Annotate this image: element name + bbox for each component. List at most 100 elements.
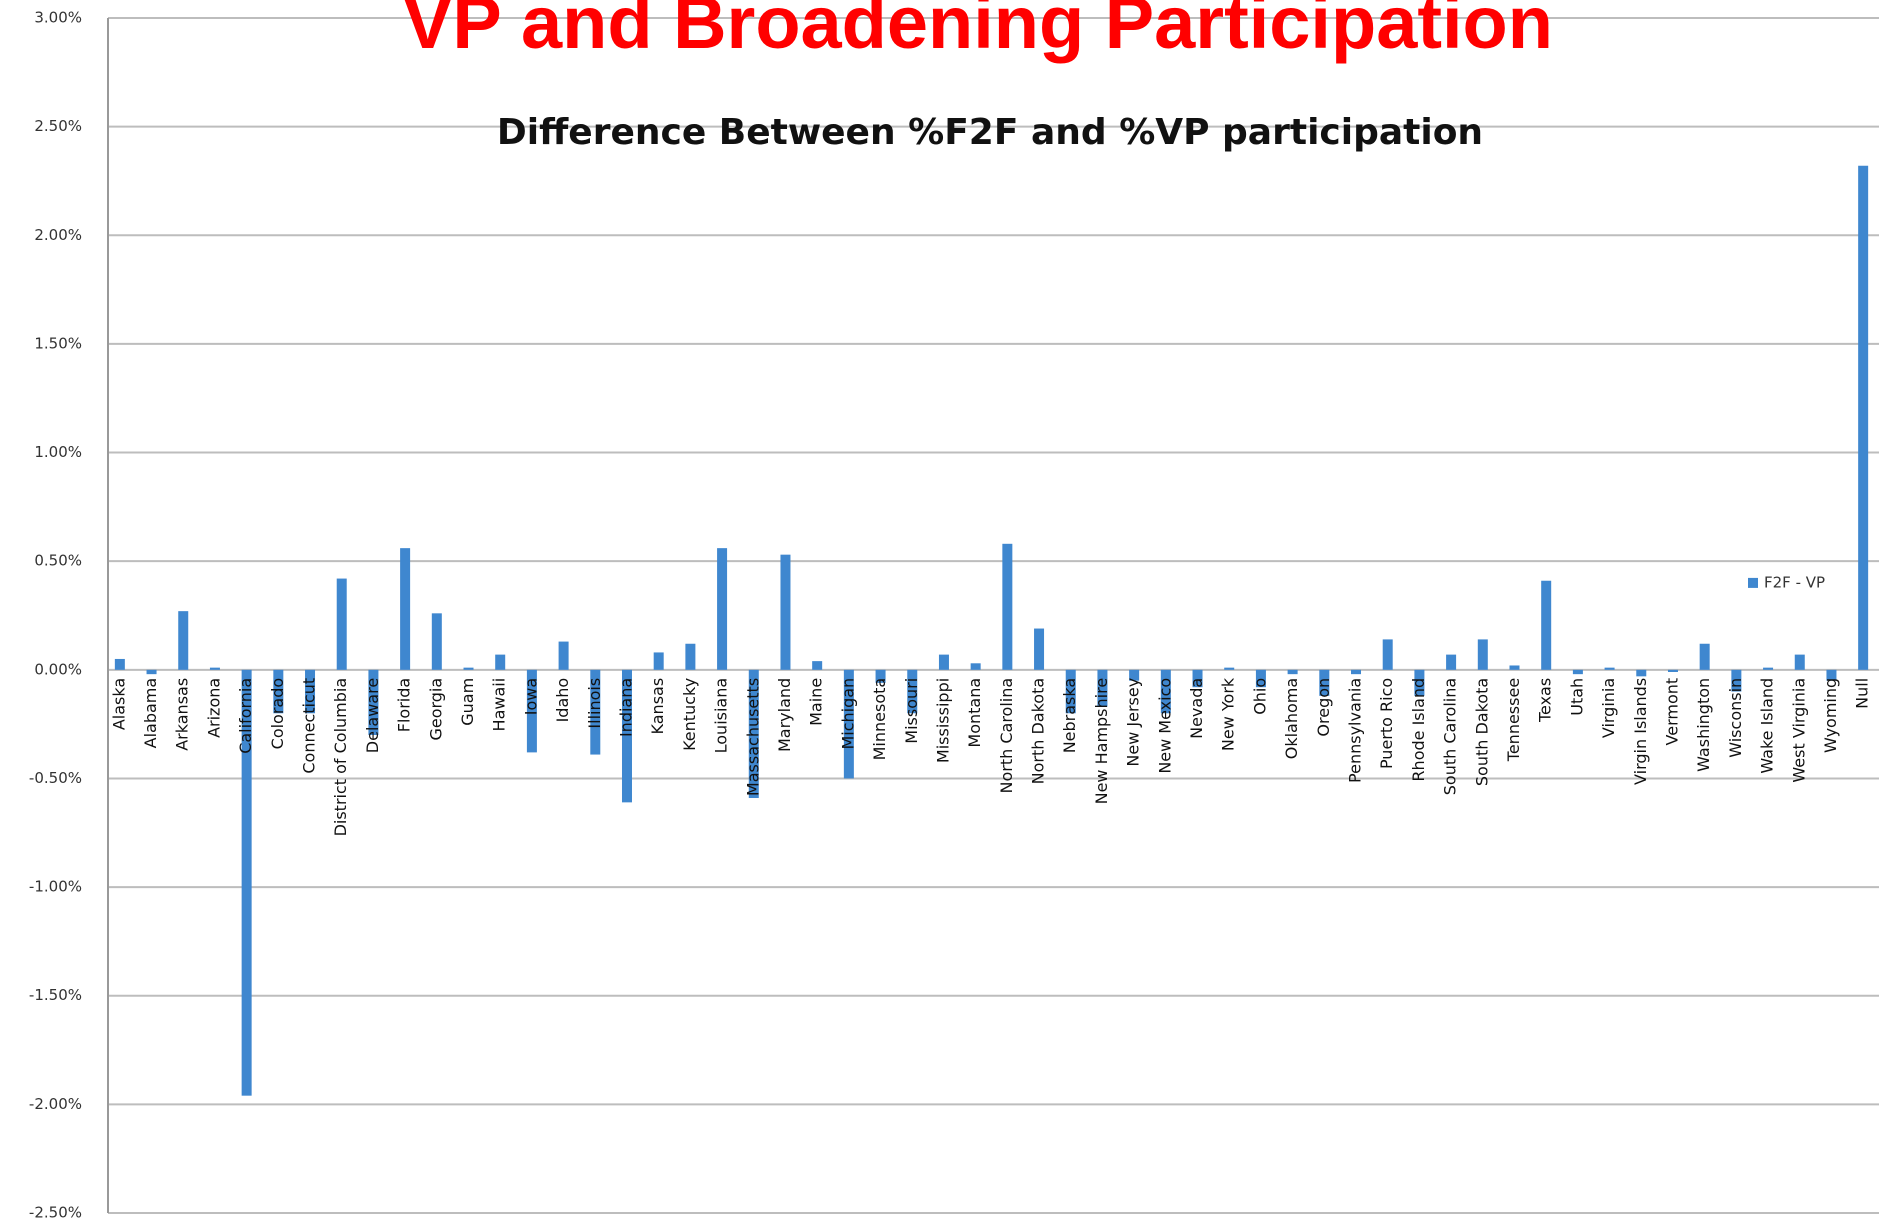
bar	[1446, 654, 1457, 670]
bar	[146, 669, 157, 675]
bar	[685, 643, 696, 670]
bar	[1255, 669, 1266, 688]
x-tick-label: Indiana	[616, 678, 635, 737]
bar	[1192, 669, 1203, 688]
x-tick-label: West Virginia	[1789, 678, 1808, 783]
bar	[812, 661, 823, 670]
x-tick-label: Alaska	[109, 678, 128, 730]
y-tick-label: 0.00%	[34, 660, 82, 678]
x-tick-label: New Hampshire	[1092, 678, 1111, 805]
bar	[463, 667, 474, 670]
x-tick-label: Tennessee	[1504, 678, 1523, 762]
bar	[273, 669, 284, 714]
bar	[1731, 669, 1742, 692]
bar	[970, 663, 981, 670]
bar	[336, 578, 347, 670]
bar	[780, 554, 791, 670]
x-tick-label: Colorado	[268, 678, 287, 750]
bar	[1414, 669, 1425, 696]
x-tick-label: Illinois	[585, 678, 604, 729]
x-tick-label: Massachusetts	[743, 678, 762, 796]
x-tick-label: Maine	[807, 678, 826, 726]
y-tick-label: -0.50%	[29, 769, 82, 787]
y-tick-label: -2.00%	[29, 1095, 82, 1113]
bar	[1034, 628, 1045, 670]
bar	[748, 669, 759, 799]
x-tick-label: New Jersey	[1124, 678, 1143, 767]
bar	[1509, 665, 1520, 670]
x-tick-label: Wyoming	[1821, 678, 1840, 753]
x-tick-label: Louisiana	[712, 678, 731, 754]
bar	[1858, 165, 1869, 670]
bar	[1160, 669, 1171, 714]
x-tick-label: North Dakota	[1029, 678, 1048, 785]
y-tick-label: 1.50%	[34, 334, 82, 352]
bar	[1382, 639, 1393, 670]
bar	[907, 669, 918, 714]
bar	[178, 611, 189, 670]
y-tick-label: 2.00%	[34, 226, 82, 244]
x-tick-label: Virgin Islands	[1631, 678, 1650, 785]
label-layer: -2.50% -2.00% -1.50% -1.00% -0.50% 0.00% 0.50%…	[29, 9, 1872, 1222]
y-tick-label: -2.50%	[29, 1204, 82, 1222]
x-tick-label: Washington	[1694, 678, 1713, 772]
y-tick-label: 2.50%	[34, 117, 82, 135]
bar	[495, 654, 506, 670]
y-tick-label: 0.50%	[34, 552, 82, 570]
x-tick-label: Mississippi	[933, 678, 952, 763]
x-tick-label: Wake Island	[1758, 678, 1777, 774]
legend-label: F2F - VP	[1764, 573, 1825, 591]
bar	[1604, 667, 1615, 670]
x-tick-label: Michigan	[838, 678, 857, 750]
x-tick-label: California	[236, 678, 255, 754]
bar	[653, 652, 664, 670]
x-tick-label: Iowa	[521, 678, 540, 715]
x-tick-label: District of Columbia	[331, 678, 350, 837]
bar	[1572, 669, 1583, 675]
x-tick-label: Utah	[1567, 678, 1586, 716]
bar	[1097, 669, 1108, 707]
bar	[431, 613, 442, 670]
bar	[241, 669, 252, 1096]
bar	[1224, 667, 1235, 670]
x-tick-label: Arkansas	[173, 678, 192, 751]
bar	[558, 641, 569, 670]
bar	[114, 658, 125, 670]
bar	[1541, 580, 1552, 670]
x-tick-label: Missouri	[902, 678, 921, 744]
chart-title: Difference Between %F2F and %VP particip…	[497, 112, 1483, 153]
bar	[1129, 669, 1140, 681]
y-tick-label: 1.00%	[34, 443, 82, 461]
x-tick-label: South Dakota	[1472, 678, 1491, 786]
x-tick-label: Pennsylvania	[1346, 678, 1365, 783]
x-tick-label: Oklahoma	[1282, 678, 1301, 759]
x-tick-label: Alabama	[141, 678, 160, 749]
x-tick-label: Georgia	[426, 678, 445, 741]
x-tick-label: Florida	[395, 678, 414, 732]
bar-layer	[114, 165, 1869, 1096]
bar	[1002, 543, 1013, 670]
x-tick-label: Null	[1853, 678, 1872, 709]
bar	[875, 669, 886, 683]
bar	[1763, 667, 1774, 670]
y-tick-label: 3.00%	[34, 9, 82, 27]
bar	[717, 548, 728, 670]
x-tick-label: Texas	[1536, 678, 1555, 723]
x-tick-label: Puerto Rico	[1377, 678, 1396, 769]
x-tick-label: Maryland	[775, 678, 794, 752]
grid-layer	[108, 17, 1879, 1214]
page-title: VP and Broadening Participation	[403, 0, 1553, 64]
x-tick-label: Kentucky	[680, 678, 699, 751]
bar	[1667, 669, 1678, 672]
x-tick-label: Wisconsin	[1726, 678, 1745, 758]
x-tick-label: Rhode Island	[1409, 678, 1428, 782]
x-tick-label: Nebraska	[1060, 678, 1079, 753]
bar	[1287, 669, 1298, 675]
x-tick-label: New York	[1219, 677, 1238, 751]
bar	[1319, 669, 1330, 696]
bar	[1636, 669, 1647, 677]
bar	[1065, 669, 1076, 714]
y-tick-label: -1.00%	[29, 878, 82, 896]
